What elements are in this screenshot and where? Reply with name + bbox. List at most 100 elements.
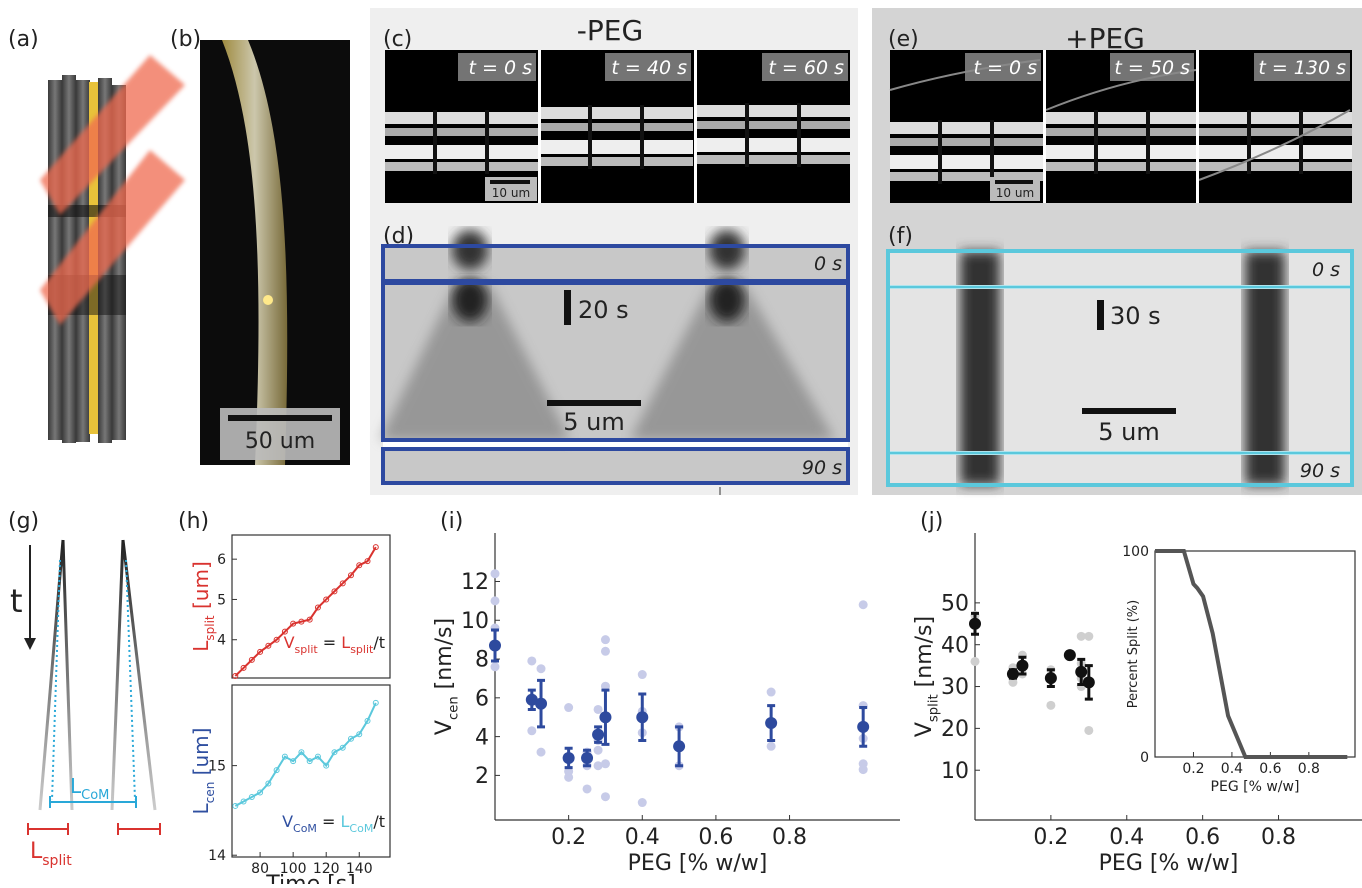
raw-point — [600, 759, 610, 769]
data-point — [298, 749, 305, 756]
mean-point — [489, 639, 501, 652]
frame-time: t = 40 s — [611, 57, 687, 79]
mean-point — [562, 751, 575, 764]
panel-label: (b) — [170, 27, 201, 52]
label-part: L — [189, 640, 213, 652]
formula-part: /t — [373, 812, 385, 831]
x-axis-label: PEG [% w/w] — [1211, 779, 1300, 795]
start-time: 0 s — [814, 253, 842, 275]
y-tick-label: 8 — [475, 648, 489, 673]
data-point — [339, 580, 346, 587]
data-line — [1155, 549, 1348, 759]
data-point — [298, 618, 305, 625]
raw-point — [637, 798, 647, 808]
frame-time: t = 50 s — [1114, 57, 1190, 79]
raw-point — [536, 747, 546, 757]
raw-point — [600, 635, 610, 645]
x-tick-label: 0.4 — [1109, 825, 1144, 850]
mean-point — [765, 717, 778, 730]
x-tick-label: 0.2 — [1033, 825, 1068, 850]
data-point — [281, 628, 288, 635]
data-point — [248, 793, 255, 800]
data-point — [232, 802, 239, 809]
mean-point — [1082, 676, 1095, 689]
panel-label: (f) — [888, 224, 913, 249]
formula-part: = — [317, 812, 341, 831]
kymograph — [886, 249, 1354, 487]
y-tick-label: 10 — [461, 609, 489, 634]
y-tick-label: 12 — [461, 570, 489, 595]
raw-point — [490, 662, 500, 672]
condition-title: -PEG — [577, 14, 643, 47]
frame-time: t = 0 s — [469, 57, 533, 79]
mean-point — [592, 728, 605, 741]
subscript: split — [350, 643, 374, 656]
y-tick-label: 10 — [941, 759, 969, 784]
plot-frame — [231, 684, 391, 858]
raw-point — [490, 596, 500, 606]
panel-label: (j) — [920, 509, 943, 534]
label-part: [um] — [189, 728, 213, 782]
raw-point — [637, 670, 647, 680]
mean-point — [1016, 659, 1029, 672]
data-point — [339, 744, 346, 751]
time-label: t — [10, 582, 23, 620]
raw-point — [593, 761, 603, 771]
formula-part: L — [341, 633, 350, 652]
annotation: Vsplit = Lsplit/t — [284, 633, 385, 656]
x-tick-label: 0.8 — [1261, 825, 1296, 850]
raw-point — [1076, 631, 1086, 641]
panel-label: (e) — [888, 27, 919, 52]
data-point — [273, 636, 280, 643]
data-point — [331, 749, 338, 756]
x-tick-label: 0.8 — [772, 825, 807, 850]
mean-point — [1063, 649, 1076, 662]
raw-point — [600, 792, 610, 802]
data-point — [240, 798, 247, 805]
y-tick-label: 4 — [475, 725, 489, 750]
raw-point — [600, 646, 610, 656]
raw-point — [564, 703, 574, 713]
frames — [385, 50, 850, 203]
scale-bar — [228, 415, 332, 421]
data-point — [323, 762, 330, 769]
raw-point — [593, 745, 603, 755]
x-axis-label: PEG [% w/w] — [628, 851, 768, 876]
raw-point — [564, 772, 574, 782]
y-tick-label: 0 — [1140, 750, 1149, 766]
end-time: 90 s — [802, 457, 842, 479]
subscript: CoM — [293, 822, 317, 835]
label-part: L — [189, 802, 213, 814]
raw-point — [600, 681, 610, 691]
label-part: V — [432, 720, 457, 735]
data-point — [273, 767, 280, 774]
data-point — [265, 642, 272, 649]
condition-title: +PEG — [1065, 22, 1145, 55]
y-tick-label: 15 — [208, 759, 226, 775]
subscript: split — [42, 853, 72, 869]
label-part: [um] — [189, 561, 213, 615]
data-point — [306, 616, 313, 623]
panel-label: (c) — [383, 27, 412, 52]
data-point — [265, 780, 272, 787]
label-part: [nm/s] — [912, 616, 937, 694]
end-time: 90 s — [1300, 460, 1340, 482]
symbol: L — [70, 774, 82, 798]
data-point — [356, 562, 363, 569]
mean-point — [857, 720, 870, 733]
y-tick-label: 40 — [941, 633, 969, 658]
y-tick-label: 14 — [208, 848, 226, 864]
scale-label: 5 um — [563, 408, 625, 436]
subscript: CoM — [81, 788, 109, 803]
scale-label: 10 um — [492, 186, 530, 200]
fiber — [222, 40, 288, 465]
raw-point — [766, 687, 776, 697]
mean-point — [1006, 667, 1019, 680]
time-bar-label: 20 s — [578, 296, 629, 324]
panel-label: (a) — [8, 27, 39, 52]
data-point — [248, 656, 255, 663]
data-point — [356, 731, 363, 738]
raw-point — [536, 664, 546, 674]
raw-point — [858, 600, 868, 610]
